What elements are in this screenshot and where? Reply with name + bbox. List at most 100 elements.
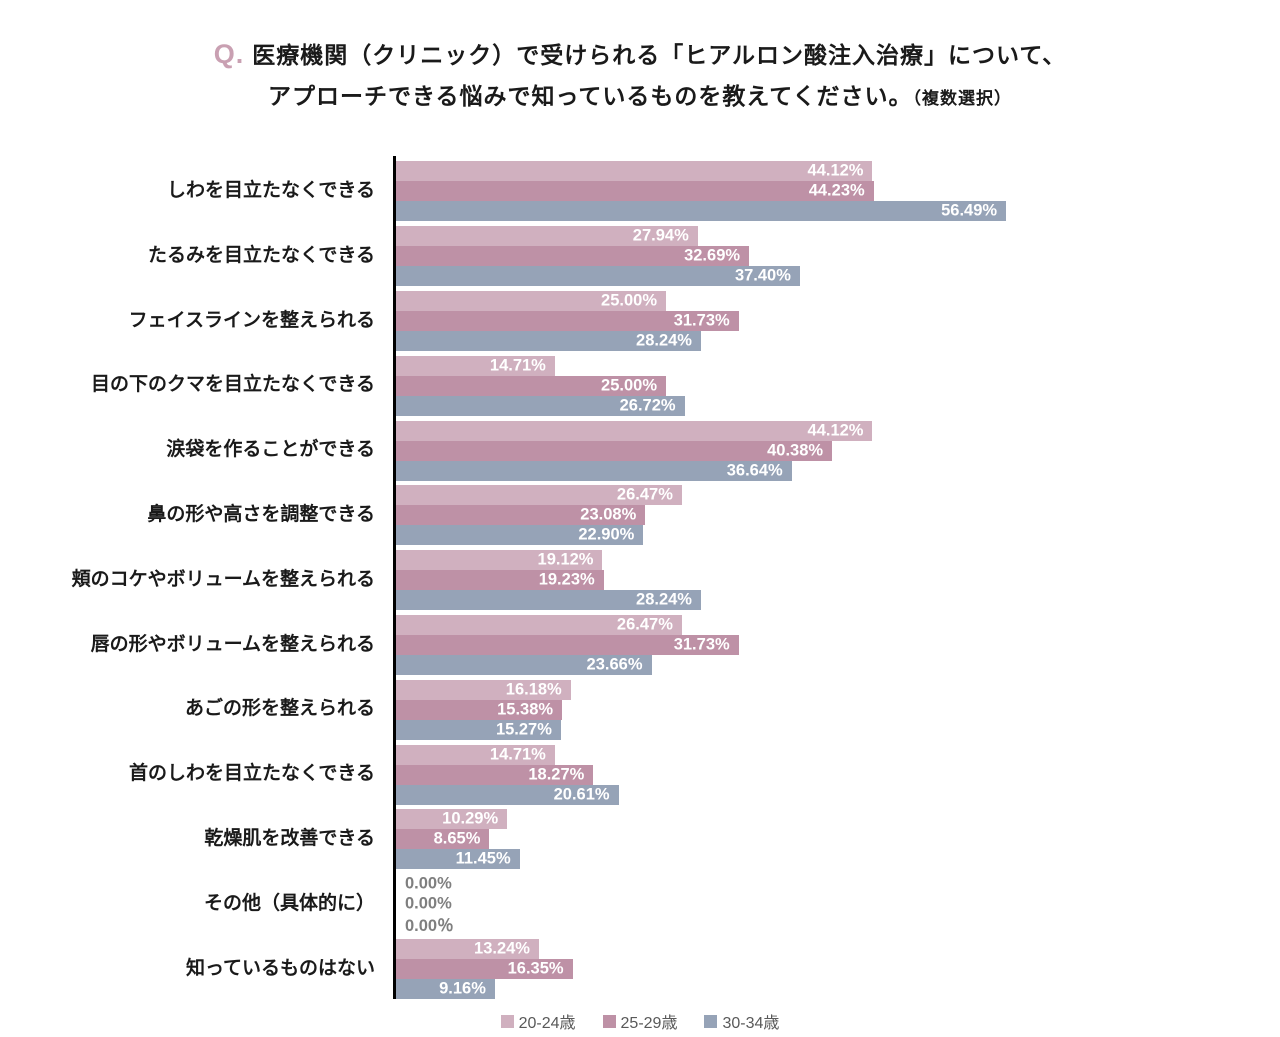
bar-30-34歳: 28.24% bbox=[396, 331, 701, 352]
bar-track: 37.40% bbox=[396, 266, 1280, 287]
legend-swatch-icon bbox=[500, 1014, 514, 1028]
bar-track: 9.16% bbox=[396, 979, 1280, 1000]
bar-25-29歳: 19.23% bbox=[396, 570, 604, 591]
bar-30-34歳: 15.27% bbox=[396, 719, 561, 740]
chart-row: 唇の形やボリュームを整えられる 26.47% 31.73% 23.66% bbox=[0, 615, 1280, 676]
bar-track: 15.38% bbox=[396, 699, 1280, 720]
bar-25-29歳: 15.38% bbox=[396, 699, 563, 720]
value-label: 16.18% bbox=[505, 680, 562, 699]
bar-track: 25.00% bbox=[396, 291, 1280, 312]
value-label: 0.00% bbox=[405, 874, 452, 893]
bar-group: 16.18% 15.38% 15.27% bbox=[396, 679, 1280, 740]
legend-swatch-icon bbox=[704, 1014, 718, 1028]
bar-track: 19.12% bbox=[396, 550, 1280, 571]
value-label: 14.71% bbox=[489, 745, 546, 764]
title-text-1: 医療機関（クリニック）で受けられる「ヒアルロン酸注入治療」について、 bbox=[252, 42, 1067, 68]
value-label: 8.65% bbox=[433, 829, 481, 848]
value-label: 13.24% bbox=[474, 939, 530, 958]
bar-track: 32.69% bbox=[396, 246, 1280, 267]
value-label: 27.94% bbox=[632, 226, 689, 245]
legend-item-25-29歳: 25-29歳 bbox=[602, 1009, 677, 1033]
bar-group: 26.47% 31.73% 23.66% bbox=[396, 615, 1280, 676]
value-label: 20.61% bbox=[553, 785, 610, 804]
bar-track: 31.73% bbox=[396, 311, 1280, 332]
bar-20-24歳: 14.71% bbox=[396, 355, 555, 376]
bar-20-24歳: 13.24% bbox=[396, 939, 539, 960]
bar-track: 26.47% bbox=[396, 485, 1280, 506]
bar-25-29歳: 25.00% bbox=[396, 375, 666, 396]
chart-row: たるみを目立たなくできる 27.94% 32.69% 37.40% bbox=[0, 226, 1280, 287]
category-label: 唇の形やボリュームを整えられる bbox=[90, 633, 375, 655]
multi-select-note: （複数選択） bbox=[912, 89, 1013, 109]
bar-25-29歳: 8.65% bbox=[396, 829, 490, 850]
value-label: 26.47% bbox=[616, 615, 673, 634]
value-label: 11.45% bbox=[455, 849, 511, 868]
value-label: 31.73% bbox=[673, 635, 730, 654]
bar-track: 44.12% bbox=[396, 161, 1280, 182]
bar-30-34歳: 20.61% bbox=[396, 784, 619, 805]
bar-track: 0.00% bbox=[396, 874, 1280, 894]
bar-20-24歳: 14.71% bbox=[396, 744, 555, 765]
category-label: フェイスラインを整えられる bbox=[128, 309, 375, 331]
question-prefix: Q. bbox=[213, 39, 245, 69]
value-label: 44.12% bbox=[807, 421, 864, 440]
value-label: 32.69% bbox=[684, 246, 741, 265]
category-label: しわを目立たなくできる bbox=[166, 180, 375, 202]
value-label: 44.23% bbox=[808, 181, 865, 200]
value-label: 23.08% bbox=[580, 505, 637, 524]
bar-20-24歳: 27.94% bbox=[396, 226, 698, 247]
legend-item-30-34歳: 30-34歳 bbox=[704, 1009, 779, 1033]
bar-group: 44.12% 40.38% 36.64% bbox=[396, 420, 1280, 481]
bar-track: 25.00% bbox=[396, 375, 1280, 396]
bar-25-29歳: 31.73% bbox=[396, 311, 739, 332]
bar-track: 36.64% bbox=[396, 460, 1280, 481]
bar-group: 10.29% 8.65% 11.45% bbox=[396, 809, 1280, 870]
legend-label: 20-24歳 bbox=[518, 1015, 576, 1033]
chart-row: フェイスラインを整えられる 25.00% 31.73% 28.24% bbox=[0, 291, 1280, 352]
chart-rows: しわを目立たなくできる 44.12% 44.23% 56.49% たるみを目立たなくでき… bbox=[0, 161, 1280, 1000]
value-label: 23.66% bbox=[586, 655, 643, 674]
bar-track: 56.49% bbox=[396, 201, 1280, 222]
value-label: 19.23% bbox=[538, 570, 595, 589]
value-label: 36.64% bbox=[726, 461, 783, 480]
bar-group: 25.00% 31.73% 28.24% bbox=[396, 291, 1280, 352]
value-label: 56.49% bbox=[941, 201, 998, 220]
bar-group: 26.47% 23.08% 22.90% bbox=[396, 485, 1280, 546]
bar-track: 14.71% bbox=[396, 744, 1280, 765]
value-label: 22.90% bbox=[578, 525, 635, 544]
bar-25-29歳: 32.69% bbox=[396, 246, 750, 267]
category-label: 鼻の形や高さを調整できる bbox=[147, 504, 375, 526]
bar-track: 40.38% bbox=[396, 440, 1280, 461]
bar-chart: しわを目立たなくできる 44.12% 44.23% 56.49% たるみを目立たなくでき… bbox=[0, 156, 1280, 1000]
value-label: 18.27% bbox=[528, 765, 585, 784]
bar-20-24歳: 10.29% bbox=[396, 809, 508, 830]
bar-track: 20.61% bbox=[396, 784, 1280, 805]
bar-track: 13.24% bbox=[396, 939, 1280, 960]
chart-row: 目の下のクマを目立たなくできる 14.71% 25.00% 26.72% bbox=[0, 355, 1280, 416]
bar-group: 27.94% 32.69% 37.40% bbox=[396, 226, 1280, 287]
bar-20-24歳: 25.00% bbox=[396, 291, 666, 312]
bar-group: 13.24% 16.35% 9.16% bbox=[396, 939, 1280, 1000]
bar-group: 14.71% 25.00% 26.72% bbox=[396, 355, 1280, 416]
bar-track: 26.47% bbox=[396, 615, 1280, 636]
bar-track: 16.18% bbox=[396, 679, 1280, 700]
value-label: 28.24% bbox=[636, 590, 692, 609]
bar-20-24歳: 19.12% bbox=[396, 550, 603, 571]
bar-track: 16.35% bbox=[396, 959, 1280, 980]
value-label: 19.12% bbox=[537, 550, 594, 569]
bar-track: 28.24% bbox=[396, 590, 1280, 611]
bar-20-24歳: 16.18% bbox=[396, 679, 571, 700]
value-label: 26.72% bbox=[619, 396, 676, 415]
value-label: 15.38% bbox=[497, 700, 554, 719]
bar-track: 44.23% bbox=[396, 181, 1280, 202]
value-label: 14.71% bbox=[489, 356, 546, 375]
bar-track: 22.90% bbox=[396, 525, 1280, 546]
bar-30-34歳: 22.90% bbox=[396, 525, 644, 546]
value-label: 37.40% bbox=[734, 266, 791, 285]
bar-30-34歳: 11.45% bbox=[396, 849, 520, 870]
title-text-2: アプローチできる悩みで知っているものを教えてください。 bbox=[267, 83, 913, 110]
bar-25-29歳: 23.08% bbox=[396, 505, 646, 526]
value-label: 10.29% bbox=[442, 809, 499, 828]
bar-20-24歳: 26.47% bbox=[396, 485, 682, 506]
value-label: 28.24% bbox=[636, 331, 692, 350]
